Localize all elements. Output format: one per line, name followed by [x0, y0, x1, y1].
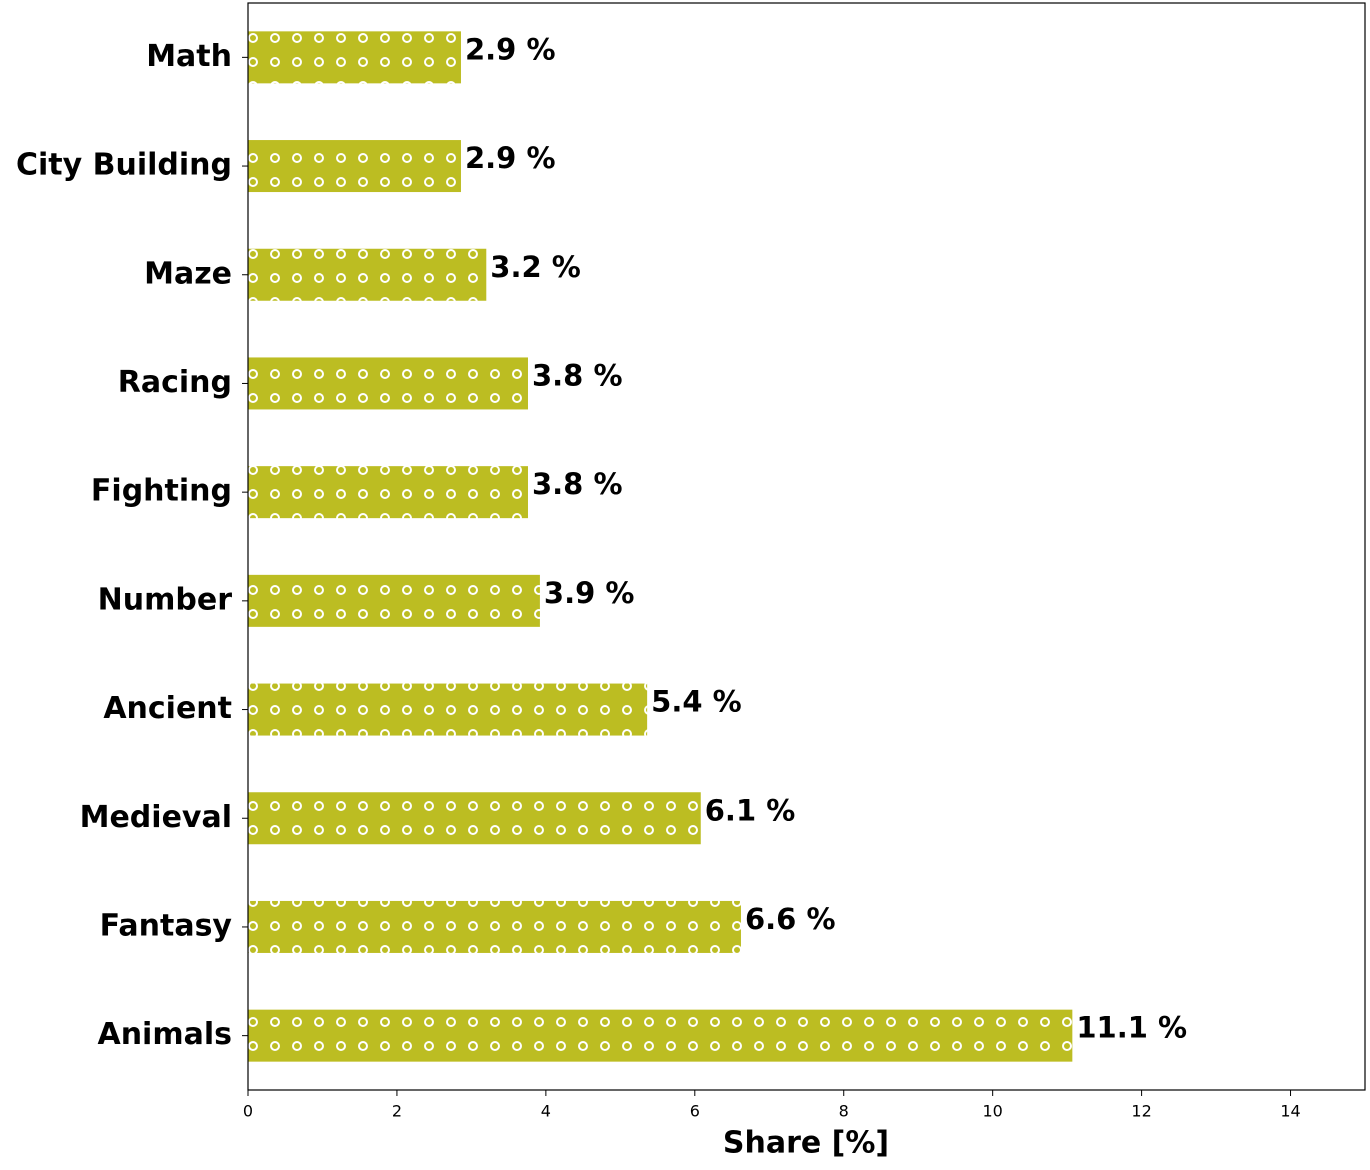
- x-tick-label: 14: [1280, 1102, 1300, 1121]
- value-label: 6.6 %: [745, 902, 836, 936]
- value-label: 3.2 %: [490, 250, 581, 284]
- bar: [248, 792, 701, 845]
- value-label: 5.4 %: [651, 685, 742, 719]
- bar: [248, 248, 487, 301]
- bar: [248, 31, 461, 84]
- y-tick-label: Racing: [118, 365, 232, 400]
- y-tick-label: Number: [98, 582, 233, 617]
- bar: [248, 900, 741, 953]
- bar: [248, 1009, 1073, 1062]
- bar: [248, 357, 528, 410]
- x-tick-label: 8: [839, 1102, 849, 1121]
- y-tick-label: Animals: [97, 1017, 232, 1052]
- value-label: 3.8 %: [532, 467, 623, 501]
- y-tick-label: Fantasy: [100, 908, 233, 943]
- x-tick-label: 2: [392, 1102, 402, 1121]
- x-tick-label: 10: [982, 1102, 1002, 1121]
- bar: [248, 574, 540, 627]
- x-tick-label: 0: [243, 1102, 253, 1121]
- y-tick-label: Ancient: [103, 691, 232, 726]
- x-tick-label: 6: [690, 1102, 700, 1121]
- value-label: 6.1 %: [705, 793, 796, 827]
- y-tick-label: City Building: [16, 148, 232, 183]
- value-label: 3.9 %: [544, 576, 635, 610]
- y-tick-label: Medieval: [80, 800, 232, 835]
- value-label: 2.9 %: [465, 141, 556, 175]
- bar: [248, 683, 648, 736]
- y-tick-label: Fighting: [91, 474, 232, 509]
- value-label: 2.9 %: [465, 32, 556, 66]
- x-tick-label: 4: [541, 1102, 551, 1121]
- value-label: 11.1 %: [1076, 1011, 1187, 1045]
- y-tick-label: Math: [146, 39, 232, 74]
- bar: [248, 466, 528, 519]
- y-tick-label: Maze: [144, 256, 232, 291]
- bar: [248, 140, 461, 193]
- plot-frame: [247, 2, 1366, 1091]
- x-axis-label: Share [%]: [723, 1126, 889, 1161]
- value-label: 3.8 %: [532, 358, 623, 392]
- x-tick-label: 12: [1131, 1102, 1151, 1121]
